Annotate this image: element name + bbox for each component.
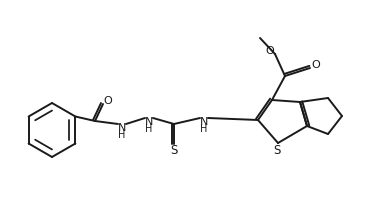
Text: N: N (200, 117, 208, 127)
Text: O: O (312, 60, 320, 70)
Text: S: S (170, 144, 178, 157)
Text: O: O (266, 46, 274, 56)
Text: H: H (118, 130, 126, 140)
Text: S: S (273, 144, 281, 157)
Text: N: N (145, 117, 153, 127)
Text: N: N (118, 123, 126, 133)
Text: H: H (200, 124, 208, 134)
Text: H: H (145, 124, 153, 134)
Text: O: O (103, 96, 113, 106)
